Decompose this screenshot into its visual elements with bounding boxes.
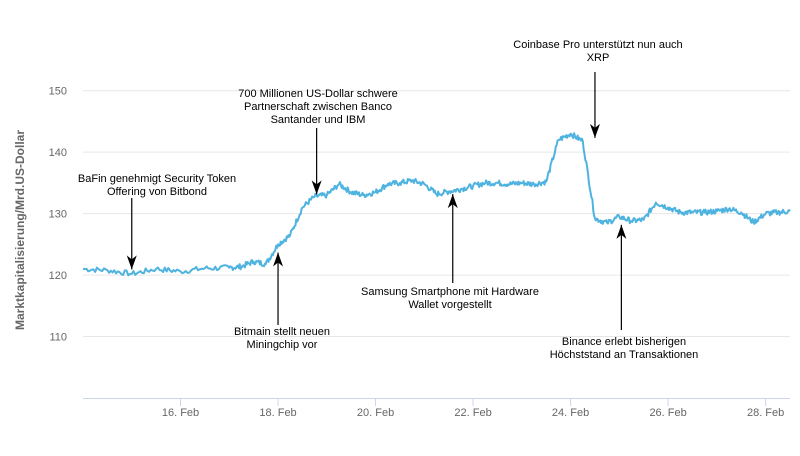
series-line (82, 132, 791, 277)
annotation-text: Wallet vorgestellt (408, 299, 491, 311)
annotation: 700 Millionen US-Dollar schwerePartnersc… (238, 88, 398, 195)
annotation-arrow-head (273, 252, 284, 267)
annotation-text: Offering von Bitbond (107, 186, 207, 198)
x-tick-label: 24. Feb (552, 407, 589, 419)
annotation-text: Miningchip vor (247, 339, 318, 351)
series-group (82, 132, 791, 277)
grid-lines (83, 90, 790, 338)
y-tick-label: 150 (49, 86, 67, 98)
annotation-text: Binance erlebt bisherigen (562, 336, 686, 348)
annotation-text: Partnerschaft zwischen Banco (244, 101, 392, 113)
annotation-arrow-head (447, 194, 458, 209)
annotation-text: Höchststand an Transaktionen (550, 349, 699, 361)
y-axis: 110 120 130 140 150 (49, 86, 67, 344)
annotation-arrow-head (126, 255, 137, 270)
annotation-text: BaFin genehmigt Security Token (78, 173, 236, 185)
annotation-arrow-head (616, 224, 627, 239)
annotation-text: Samsung Smartphone mit Hardware (361, 286, 539, 298)
annotation-text: XRP (587, 52, 610, 64)
x-tick-label: 20. Feb (357, 407, 394, 419)
x-tick-label: 18. Feb (259, 407, 296, 419)
x-tick-label: 16. Feb (162, 407, 199, 419)
annotation-arrow-head (589, 123, 600, 138)
annotation-text: 700 Millionen US-Dollar schwere (238, 88, 398, 100)
annotation-text: Bitmain stellt neuen (234, 326, 330, 338)
y-tick-label: 110 (49, 332, 67, 344)
y-tick-label: 140 (49, 147, 67, 159)
x-tick-label: 28. Feb (747, 407, 784, 419)
y-tick-label: 120 (49, 270, 67, 282)
x-tick-label: 22. Feb (454, 407, 491, 419)
annotation-text: Coinbase Pro unterstützt nun auch (513, 39, 682, 51)
y-axis-title: Marktkapitalisierung/Mrd.US-Dollar (13, 130, 27, 330)
annotation-arrow-head (311, 180, 322, 195)
annotation-text: Santander und IBM (271, 114, 366, 126)
x-tick-label: 26. Feb (649, 407, 686, 419)
y-tick-label: 130 (49, 209, 67, 221)
x-axis: 16. Feb 18. Feb 20. Feb 22. Feb 24. Feb 26. F… (83, 398, 790, 419)
